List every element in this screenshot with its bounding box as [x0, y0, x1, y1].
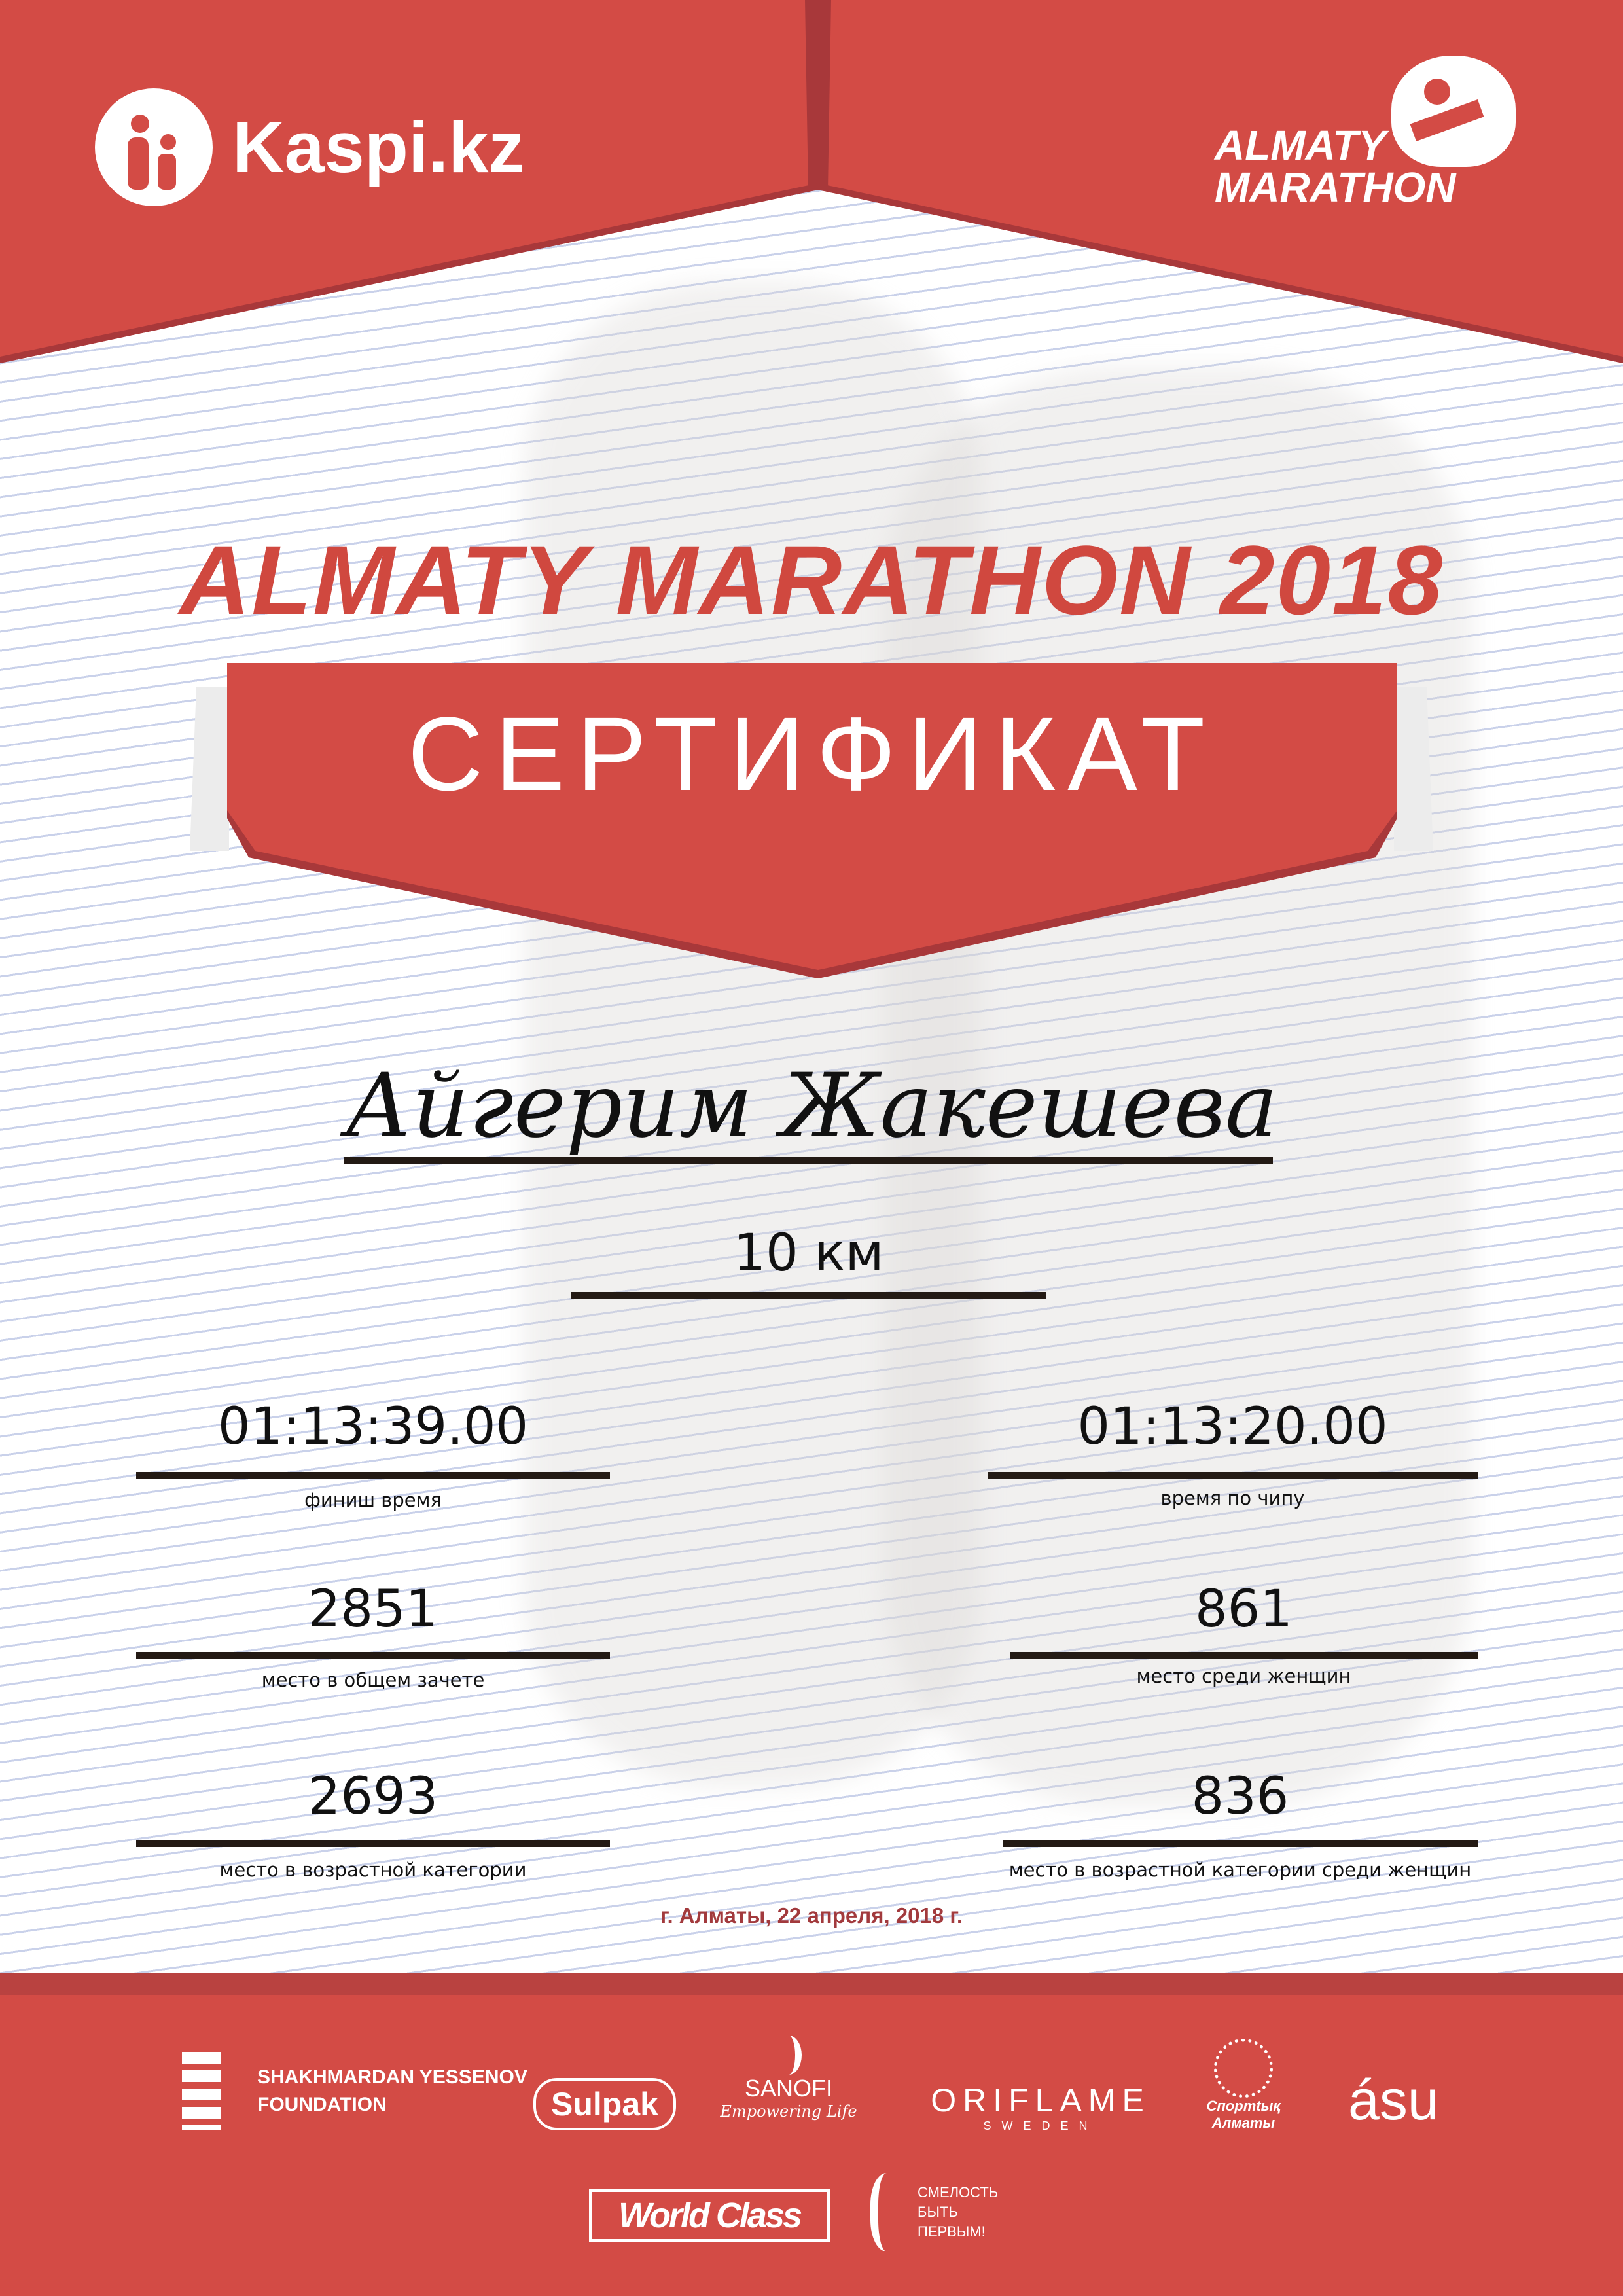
- fund-line3: ПЕРВЫМ!: [918, 2223, 986, 2240]
- participant-name: Айгерим Жакешева: [345, 1054, 1278, 1157]
- age-category-label: место в возрастной категории: [219, 1859, 527, 1881]
- oriflame-logo: ORIFLAME SWEDEN: [910, 2081, 1171, 2133]
- women-place-underline: [1010, 1652, 1478, 1659]
- logo-text-almaty: ALMATY: [1215, 122, 1386, 169]
- age-category-women-underline: [1003, 1840, 1478, 1847]
- asu-logo: ásu: [1348, 2069, 1439, 2132]
- name-underline: [344, 1157, 1273, 1164]
- age-category-women-place: 836: [1191, 1767, 1289, 1826]
- fund-line2: БЫТЬ: [918, 2204, 958, 2220]
- logo-text-marathon: MARATHON: [1215, 164, 1456, 211]
- yessenov-name: SHAKHMARDAN YESSENOV: [257, 2066, 527, 2088]
- overall-place-underline: [136, 1652, 610, 1659]
- women-place-label: место среди женщин: [1136, 1665, 1351, 1687]
- oriflame-sweden: SWEDEN: [983, 2119, 1098, 2132]
- yessenov-foundation-logo: SHAKHMARDAN YESSENOV FOUNDATION: [182, 2052, 527, 2130]
- certificate-banner: [190, 663, 1433, 978]
- distance-underline: [571, 1292, 1046, 1299]
- almaty-marathon-logo: ALMATY MARATHON: [1215, 56, 1529, 213]
- overall-place-label: место в общем зачете: [261, 1669, 485, 1691]
- overall-place: 2851: [308, 1580, 438, 1639]
- sanofi-logo: SANOFI Empowering Life: [704, 2036, 874, 2121]
- sulpak-logo: Sulpak: [533, 2078, 676, 2130]
- sport-almaty-line1: Спортtық: [1206, 2098, 1281, 2114]
- chip-time-label: время по чипу: [1160, 1487, 1305, 1509]
- background-pattern: [0, 0, 1623, 1977]
- event-date: г. Алматы, 22 апреля, 2018 г.: [660, 1903, 963, 1928]
- age-category-underline: [136, 1840, 610, 1847]
- certificate-label: СЕРТИФИКАТ: [407, 695, 1217, 812]
- kaspi-logo: Kaspi.kz: [95, 88, 524, 206]
- fund-line1: СМЕЛОСТЬ: [918, 2184, 999, 2200]
- corporate-fund-logo: СМЕЛОСТЬ БЫТЬ ПЕРВЫМ!: [870, 2173, 998, 2251]
- distance: 10 км: [733, 1224, 884, 1283]
- chip-time: 01:13:20.00: [1077, 1397, 1388, 1456]
- finish-time-label: финиш время: [304, 1489, 442, 1511]
- yessenov-foundation: FOUNDATION: [257, 2094, 387, 2115]
- age-category-women-label: место в возрастной категории среди женщи…: [1008, 1859, 1472, 1881]
- runner-photo-female: [883, 367, 1472, 1806]
- oriflame-name: ORIFLAME: [931, 2082, 1150, 2119]
- kaspi-icon: [95, 88, 213, 206]
- age-category-place: 2693: [308, 1767, 438, 1826]
- sanofi-slogan: Empowering Life: [720, 2102, 857, 2121]
- sport-almaty-line2: Алматы: [1211, 2115, 1275, 2131]
- event-title: ALMATY MARATHON 2018: [179, 525, 1444, 635]
- women-place: 861: [1195, 1580, 1293, 1639]
- sanofi-icon: [776, 2036, 802, 2075]
- header-banner: [0, 0, 1623, 363]
- fund-runner-icon: [870, 2173, 911, 2251]
- world-class-logo: World Class: [589, 2189, 830, 2242]
- runner-photo-male: [524, 281, 982, 1787]
- yessenov-icon: [182, 2052, 221, 2130]
- chip-time-underline: [988, 1472, 1478, 1479]
- sport-almaty-emblem: [1214, 2039, 1273, 2098]
- sponsors-footer: [0, 1973, 1623, 2296]
- kaspi-wordmark: Kaspi.kz: [232, 107, 525, 188]
- finish-time: 01:13:39.00: [217, 1397, 529, 1456]
- sanofi-name: SANOFI: [744, 2075, 832, 2102]
- sport-almaty-logo: Спортtық Алматы: [1191, 2039, 1296, 2132]
- finish-time-underline: [136, 1472, 610, 1479]
